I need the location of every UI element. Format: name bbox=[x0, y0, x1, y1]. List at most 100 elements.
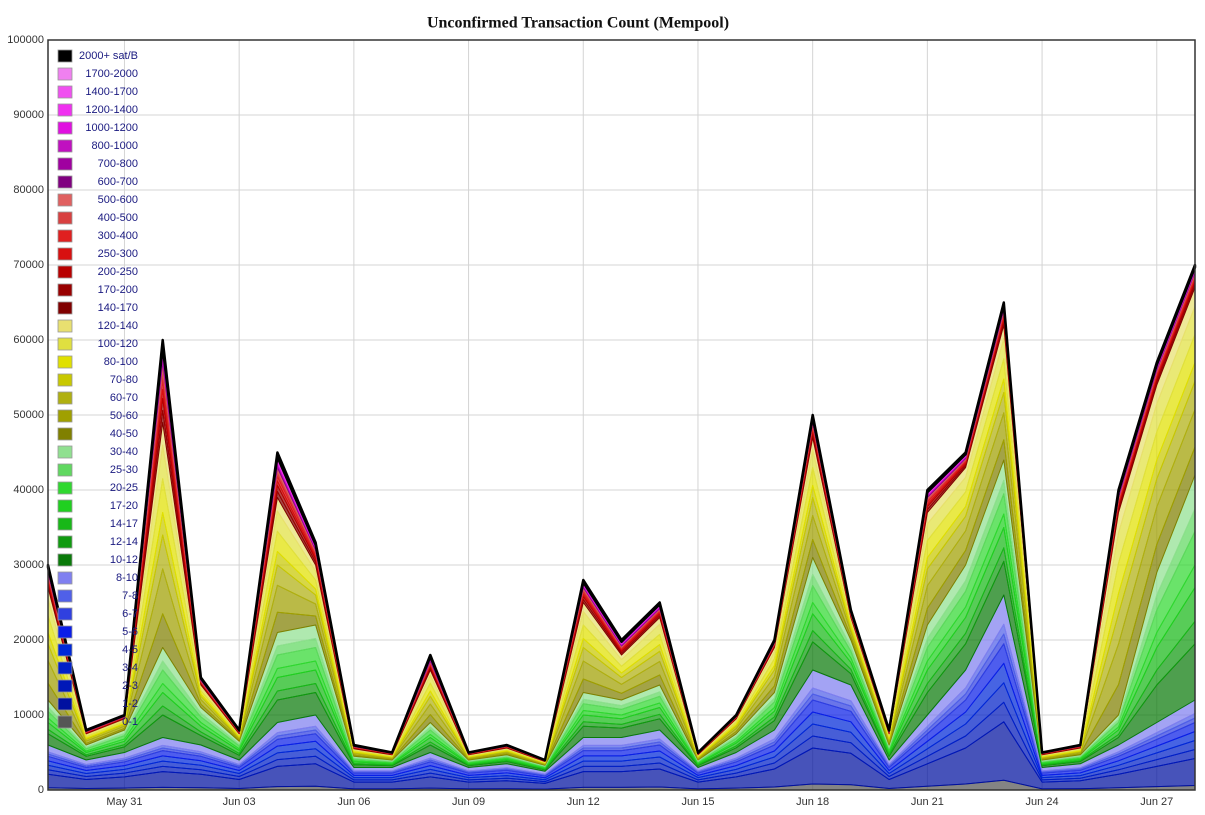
x-tick-label: Jun 27 bbox=[1140, 796, 1173, 808]
legend-label: 120-140 bbox=[98, 320, 138, 332]
y-tick-label: 20000 bbox=[13, 634, 44, 646]
legend-label: 25-30 bbox=[110, 464, 138, 476]
y-tick-label: 60000 bbox=[13, 334, 44, 346]
legend-swatch bbox=[57, 499, 73, 513]
x-tick-label: Jun 03 bbox=[223, 796, 256, 808]
y-tick-label: 40000 bbox=[13, 484, 44, 496]
legend-label: 4-5 bbox=[122, 644, 138, 656]
legend-swatch bbox=[57, 157, 73, 171]
legend-label: 14-17 bbox=[110, 518, 138, 530]
legend-label: 100-120 bbox=[98, 338, 138, 350]
y-tick-label: 90000 bbox=[13, 109, 44, 121]
legend-swatch bbox=[57, 121, 73, 135]
legend-label: 5-6 bbox=[122, 626, 138, 638]
legend-label: 17-20 bbox=[110, 500, 138, 512]
legend-swatch bbox=[57, 301, 73, 315]
legend-swatch bbox=[57, 85, 73, 99]
legend-label: 3-4 bbox=[122, 662, 138, 674]
legend-label: 200-250 bbox=[98, 266, 138, 278]
legend-swatch bbox=[57, 715, 73, 729]
x-tick-label: Jun 21 bbox=[911, 796, 944, 808]
legend-label: 50-60 bbox=[110, 410, 138, 422]
legend-swatch bbox=[57, 247, 73, 261]
x-tick-label: Jun 06 bbox=[337, 796, 370, 808]
legend-label: 60-70 bbox=[110, 392, 138, 404]
legend-label: 700-800 bbox=[98, 158, 138, 170]
legend-swatch bbox=[57, 481, 73, 495]
legend-label: 800-1000 bbox=[92, 140, 139, 152]
legend-swatch bbox=[57, 679, 73, 693]
legend-label: 10-12 bbox=[110, 554, 138, 566]
y-tick-label: 100000 bbox=[7, 34, 44, 46]
areas bbox=[46, 263, 1197, 791]
legend-swatch bbox=[57, 427, 73, 441]
legend-swatch bbox=[57, 175, 73, 189]
legend-swatch bbox=[57, 265, 73, 279]
legend-swatch bbox=[57, 445, 73, 459]
legend-label: 250-300 bbox=[98, 248, 138, 260]
y-tick-label: 10000 bbox=[13, 709, 44, 721]
legend-swatch bbox=[57, 517, 73, 531]
x-tick-label: Jun 09 bbox=[452, 796, 485, 808]
legend-swatch bbox=[57, 229, 73, 243]
legend-swatch bbox=[57, 697, 73, 711]
y-tick-label: 30000 bbox=[13, 559, 44, 571]
legend-label: 7-8 bbox=[122, 590, 138, 602]
legend-swatch bbox=[57, 625, 73, 639]
legend-label: 400-500 bbox=[98, 212, 138, 224]
legend-label: 170-200 bbox=[98, 284, 138, 296]
legend-swatch bbox=[57, 49, 73, 63]
legend-swatch bbox=[57, 553, 73, 567]
legend-label: 300-400 bbox=[98, 230, 138, 242]
legend-label: 6-7 bbox=[122, 608, 138, 620]
legend-swatch bbox=[57, 643, 73, 657]
y-tick-label: 0 bbox=[38, 784, 44, 796]
x-tick-label: Jun 18 bbox=[796, 796, 829, 808]
legend-label: 1200-1400 bbox=[85, 104, 138, 116]
x-tick-label: May 31 bbox=[106, 796, 142, 808]
legend-swatch bbox=[57, 391, 73, 405]
legend-swatch bbox=[57, 589, 73, 603]
legend-swatch bbox=[57, 409, 73, 423]
legend-label: 80-100 bbox=[104, 356, 138, 368]
legend-swatch bbox=[57, 139, 73, 153]
legend-swatch bbox=[57, 607, 73, 621]
y-tick-label: 50000 bbox=[13, 409, 44, 421]
legend-swatch bbox=[57, 571, 73, 585]
y-tick-label: 70000 bbox=[13, 259, 44, 271]
legend-swatch bbox=[57, 661, 73, 675]
plot-border bbox=[47, 39, 1196, 791]
legend-swatch bbox=[57, 193, 73, 207]
legend-label: 140-170 bbox=[98, 302, 138, 314]
legend-label: 1000-1200 bbox=[85, 122, 138, 134]
x-tick-label: Jun 24 bbox=[1026, 796, 1059, 808]
legend-swatch bbox=[57, 463, 73, 477]
chart-title: Unconfirmed Transaction Count (Mempool) bbox=[427, 15, 729, 32]
legend-label: 0-1 bbox=[122, 716, 138, 728]
legend-label: 70-80 bbox=[110, 374, 138, 386]
x-tick-label: Jun 12 bbox=[567, 796, 600, 808]
legend-swatch bbox=[57, 337, 73, 351]
x-tick-label: Jun 15 bbox=[681, 796, 714, 808]
legend-label: 1-2 bbox=[122, 698, 138, 710]
legend-label: 20-25 bbox=[110, 482, 138, 494]
y-tick-label: 80000 bbox=[13, 184, 44, 196]
legend-label: 2000+ sat/B bbox=[79, 50, 138, 62]
legend-swatch bbox=[57, 535, 73, 549]
legend-swatch bbox=[57, 355, 73, 369]
legend-label: 1700-2000 bbox=[85, 68, 138, 80]
legend-label: 8-10 bbox=[116, 572, 138, 584]
legend-swatch bbox=[57, 373, 73, 387]
legend-label: 500-600 bbox=[98, 194, 138, 206]
legend-label: 40-50 bbox=[110, 428, 138, 440]
legend-swatch bbox=[57, 283, 73, 297]
legend-label: 600-700 bbox=[98, 176, 138, 188]
legend-label: 12-14 bbox=[110, 536, 138, 548]
legend-swatch bbox=[57, 211, 73, 225]
legend-label: 1400-1700 bbox=[85, 86, 138, 98]
legend-swatch bbox=[57, 67, 73, 81]
legend-swatch bbox=[57, 319, 73, 333]
legend-swatch bbox=[57, 103, 73, 117]
legend-label: 2-3 bbox=[122, 680, 138, 692]
